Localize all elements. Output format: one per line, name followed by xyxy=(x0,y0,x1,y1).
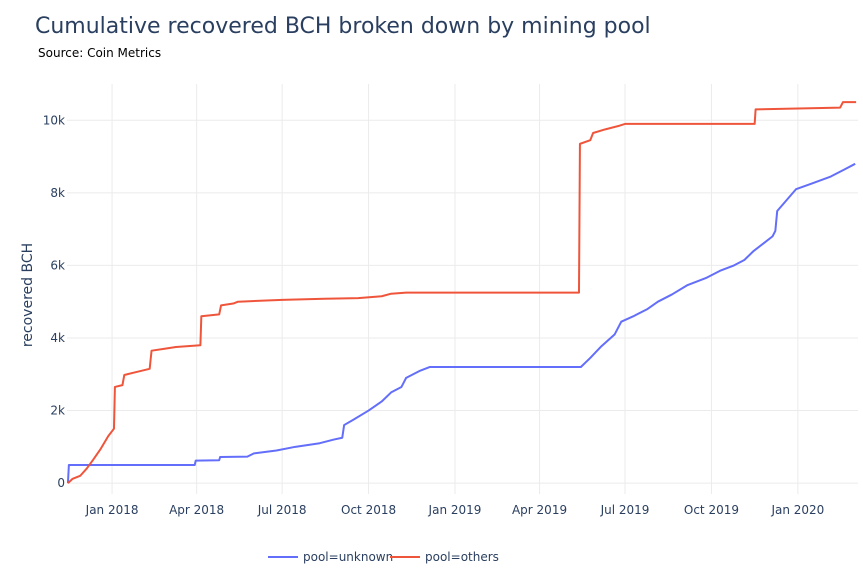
x-tick-label: Apr 2018 xyxy=(169,503,224,517)
x-tick-label: Apr 2019 xyxy=(512,503,567,517)
y-tick-label: 2k xyxy=(50,404,65,418)
x-axis-ticks: Jan 2018 Apr 2018 Jul 2018 Oct 2018 Jan 2019… xyxy=(85,503,825,517)
x-tick-label: Jul 2018 xyxy=(257,503,307,517)
plot-area xyxy=(66,84,858,494)
series-lines xyxy=(66,101,857,484)
y-tick-label: 4k xyxy=(50,331,65,345)
chart-title: Cumulative recovered BCH broken down by … xyxy=(35,14,651,39)
x-tick-label: Oct 2019 xyxy=(684,503,739,517)
series-line-pool-others xyxy=(67,101,857,484)
x-tick-label: Oct 2018 xyxy=(341,503,396,517)
y-axis-title: recovered BCH xyxy=(20,243,36,347)
x-tick-label: Jan 2019 xyxy=(428,503,482,517)
series-line-pool-unknown xyxy=(66,162,856,484)
x-tick-label: Jul 2019 xyxy=(600,503,650,517)
legend-label: pool=unknown xyxy=(303,550,393,564)
y-axis-ticks: 0 2k 4k 6k 8k 10k xyxy=(43,113,65,490)
chart-subtitle: Source: Coin Metrics xyxy=(38,46,161,60)
legend-item[interactable]: pool=others xyxy=(390,550,499,564)
y-tick-label: 8k xyxy=(50,186,65,200)
legend-item[interactable]: pool=unknown xyxy=(268,550,393,564)
x-tick-label: Jan 2020 xyxy=(770,503,824,517)
legend-label: pool=others xyxy=(425,550,499,564)
legend[interactable]: pool=unknown pool=others xyxy=(268,550,499,564)
grid-lines xyxy=(67,84,858,494)
y-tick-label: 10k xyxy=(43,113,65,127)
y-tick-label: 0 xyxy=(57,476,65,490)
x-tick-label: Jan 2018 xyxy=(85,503,139,517)
y-tick-label: 6k xyxy=(50,258,65,272)
